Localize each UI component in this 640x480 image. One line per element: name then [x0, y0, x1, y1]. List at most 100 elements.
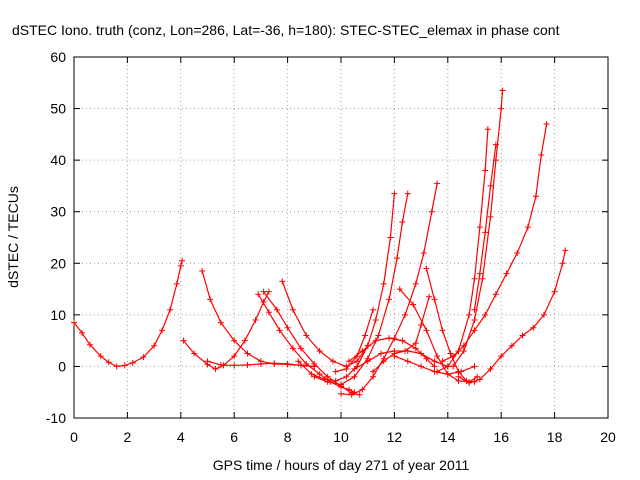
series-line [372, 296, 430, 373]
data-point [431, 296, 438, 303]
data-point [386, 296, 393, 303]
series-line [297, 193, 395, 382]
series-5 [260, 288, 363, 398]
y-tick-label: 60 [50, 49, 66, 65]
data-point [265, 288, 272, 295]
x-tick-label: 6 [230, 429, 238, 445]
series-line [281, 281, 369, 368]
data-point [324, 373, 331, 380]
data-point [423, 327, 430, 334]
data-point [151, 342, 158, 349]
data-point [559, 260, 566, 267]
x-tick-label: 0 [70, 429, 78, 445]
data-point [207, 296, 214, 303]
data-point [434, 368, 441, 375]
data-point [431, 358, 438, 365]
series-11 [346, 335, 438, 370]
series-15 [396, 286, 481, 385]
data-point [418, 350, 425, 357]
data-point [399, 219, 406, 226]
data-point [447, 350, 454, 357]
data-point [466, 379, 473, 386]
x-tick-label: 4 [177, 429, 185, 445]
series-2 [199, 268, 318, 370]
data-point [479, 275, 486, 282]
data-point [276, 327, 283, 334]
data-point [455, 373, 462, 380]
data-point [434, 180, 441, 187]
x-tick-label: 14 [440, 429, 456, 445]
data-point [308, 371, 315, 378]
data-point [257, 360, 264, 367]
data-point [284, 324, 291, 331]
y-tick-label: -10 [46, 410, 66, 426]
x-tick-label: 12 [387, 429, 403, 445]
data-layer [71, 87, 569, 398]
data-point [279, 278, 286, 285]
data-point [444, 371, 451, 378]
data-point [129, 359, 136, 366]
series-4 [255, 291, 358, 396]
data-point [482, 311, 489, 318]
data-point [474, 373, 481, 380]
data-point [346, 358, 353, 365]
data-point [244, 361, 251, 368]
series-9 [332, 306, 377, 375]
data-point [487, 366, 494, 373]
data-point [159, 327, 166, 334]
series-17 [434, 126, 491, 375]
y-tick-label: 40 [50, 152, 66, 168]
data-point [412, 280, 419, 287]
data-point [476, 270, 483, 277]
data-point [191, 350, 198, 357]
data-point [167, 306, 174, 313]
data-point [402, 311, 409, 318]
data-point [297, 345, 304, 352]
data-point [173, 280, 180, 287]
series-line [436, 129, 489, 373]
data-point [71, 319, 77, 326]
data-point [540, 311, 547, 318]
data-point [311, 373, 318, 380]
data-point [391, 335, 398, 342]
data-point [204, 358, 211, 365]
data-point [177, 262, 184, 269]
data-point [375, 332, 382, 339]
data-point [380, 280, 387, 287]
series-line [183, 291, 270, 370]
x-tick-label: 16 [493, 429, 509, 445]
series-line [442, 123, 548, 362]
x-tick-label: 10 [333, 429, 349, 445]
data-point [324, 378, 331, 385]
data-point [217, 361, 224, 368]
data-point [471, 327, 478, 334]
y-tick-label: 0 [58, 358, 66, 374]
data-point [271, 360, 278, 367]
series-21 [471, 141, 499, 313]
data-point [444, 363, 451, 370]
data-point [471, 363, 478, 370]
data-point [284, 360, 291, 367]
data-point [484, 126, 491, 133]
series-line [399, 288, 478, 383]
data-point [255, 291, 262, 298]
data-point [418, 322, 425, 329]
data-point [121, 362, 128, 369]
data-point [404, 358, 411, 365]
data-point [471, 275, 478, 282]
series-line [340, 183, 438, 396]
series-line [257, 293, 355, 393]
data-point [450, 363, 457, 370]
data-point [241, 337, 248, 344]
data-point [519, 332, 526, 339]
data-point [460, 347, 467, 354]
data-point [231, 362, 238, 369]
data-point [476, 376, 483, 383]
data-point [394, 255, 401, 262]
data-point [343, 373, 350, 380]
data-point [532, 193, 539, 200]
series-0 [71, 257, 186, 370]
data-point [492, 141, 499, 148]
data-point [386, 335, 393, 342]
data-point [332, 368, 339, 375]
